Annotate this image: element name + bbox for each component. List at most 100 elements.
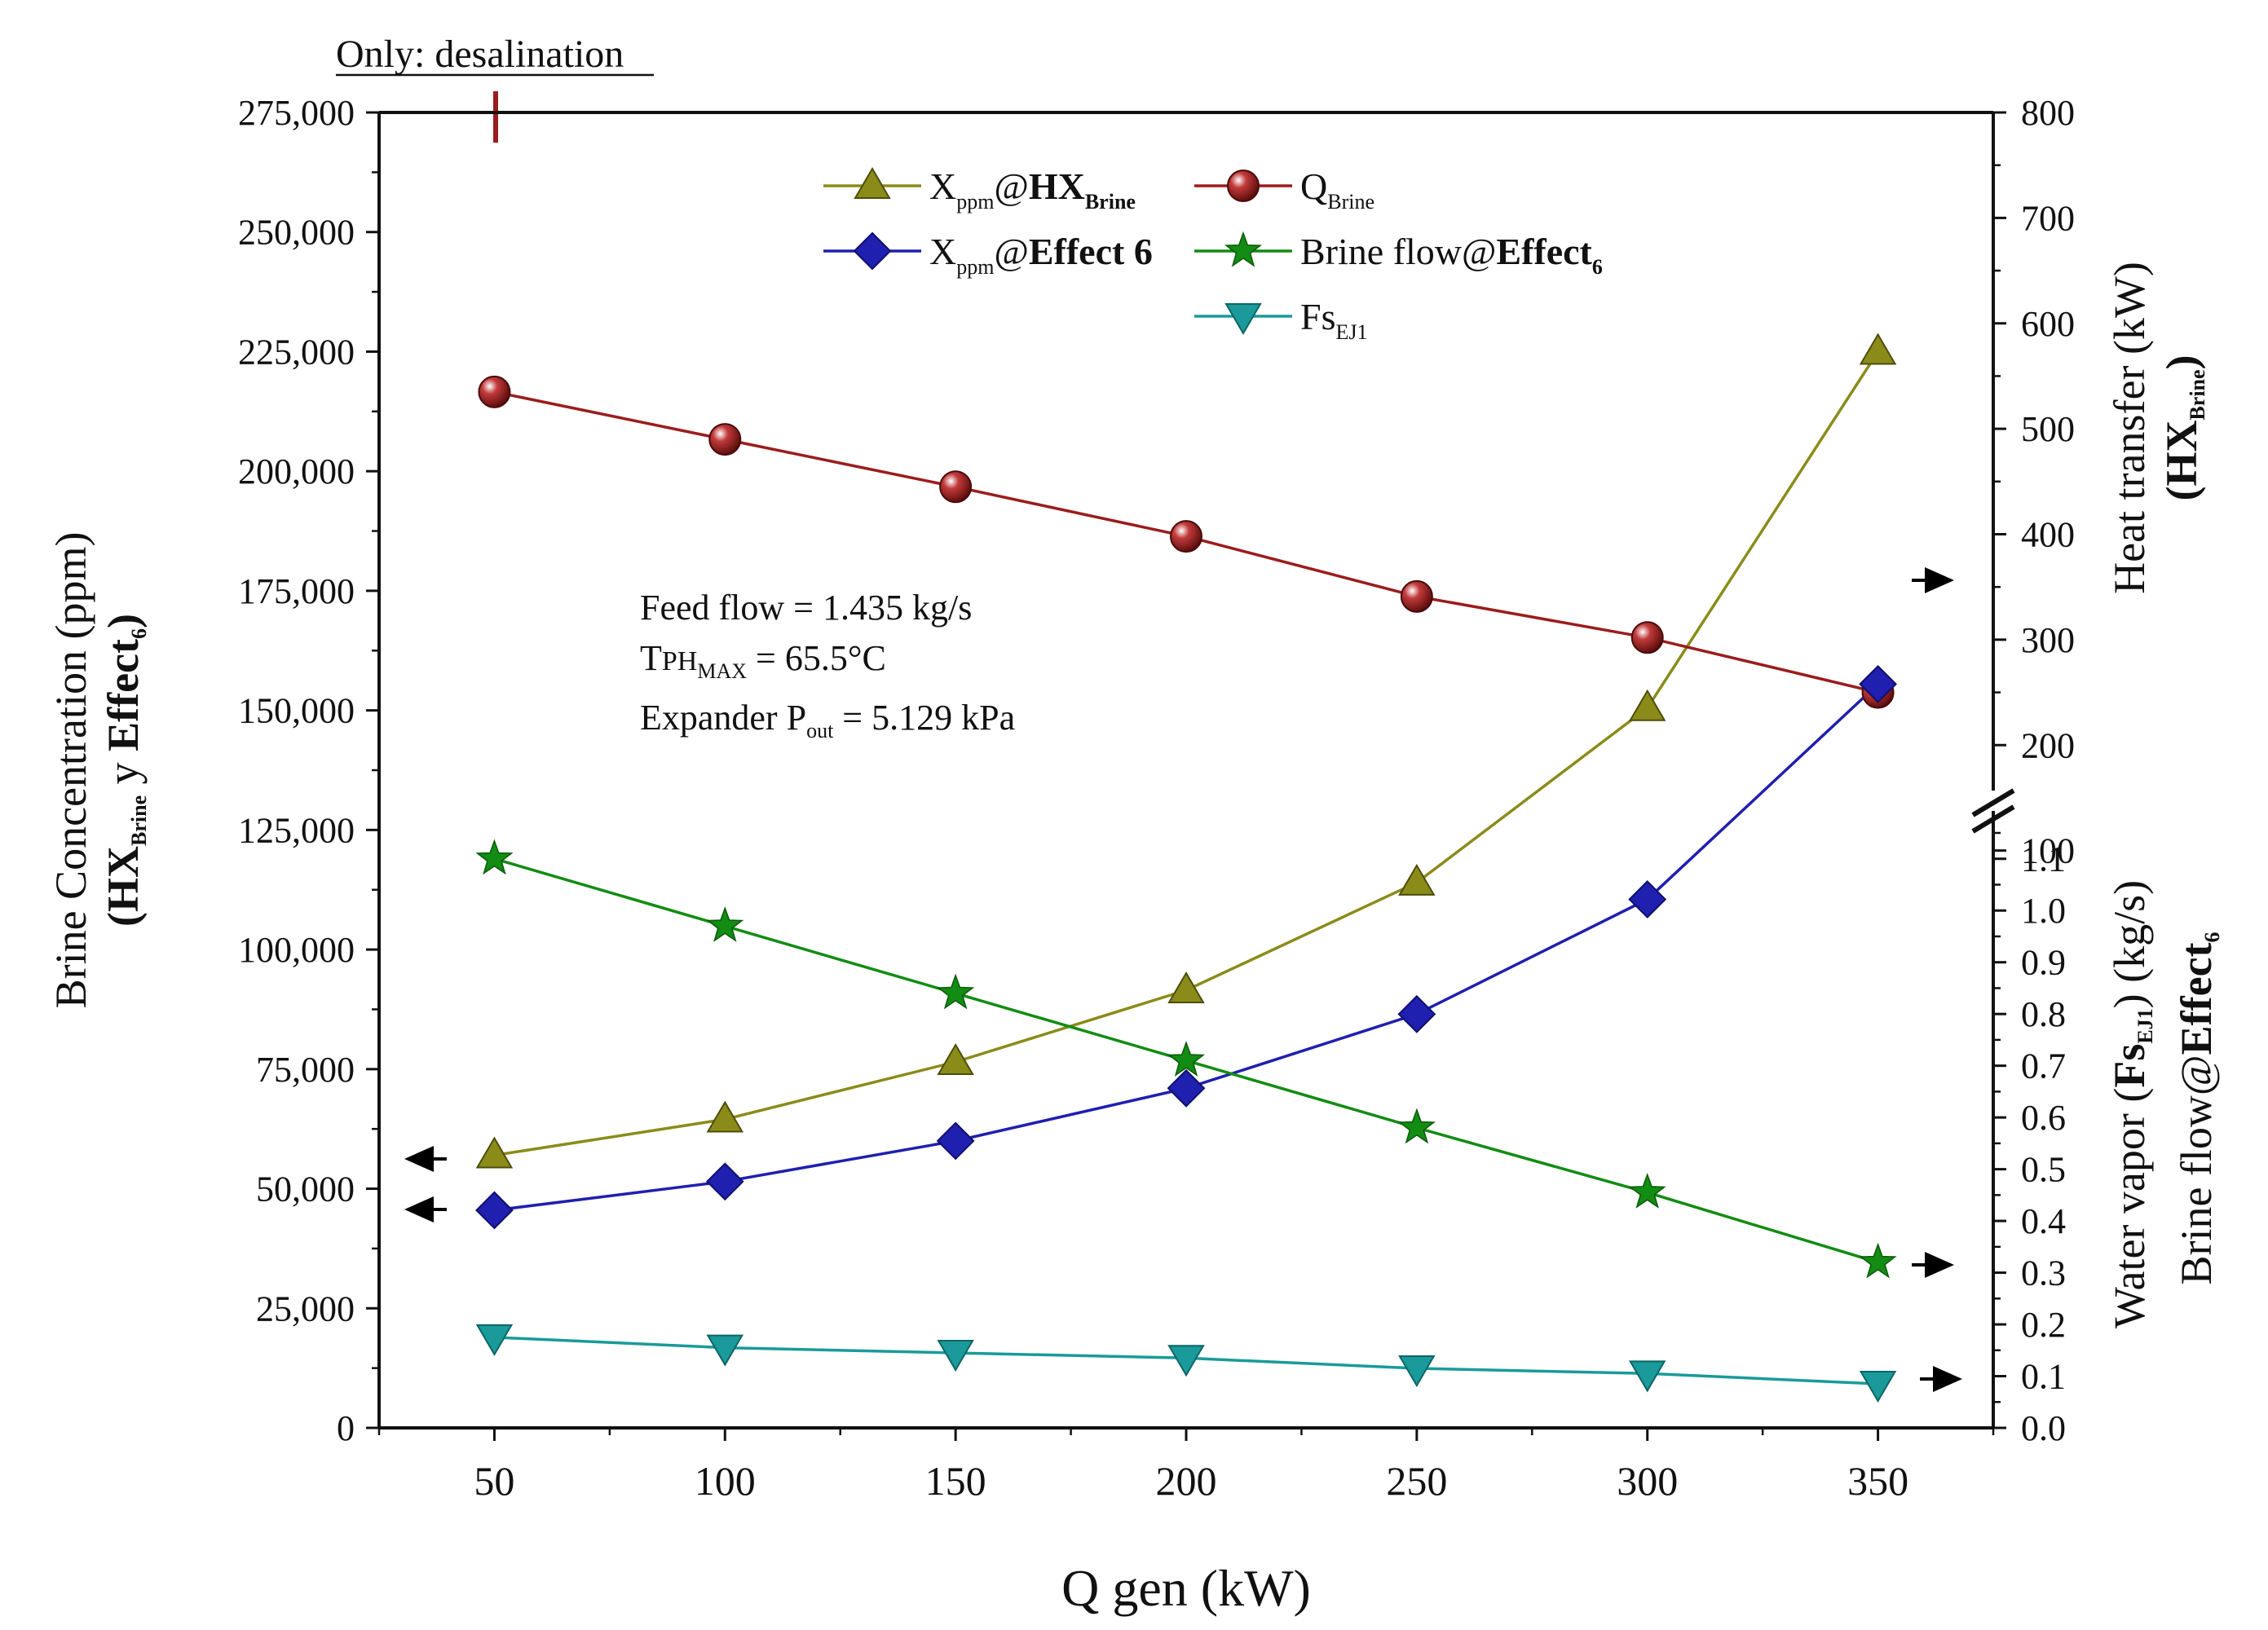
legend-label: Xppm@HXBrine xyxy=(929,165,1136,214)
axis-break-mark-1 xyxy=(1971,788,2015,817)
legend-item-q_brine: QBrine xyxy=(1194,165,1374,214)
point-x_hx xyxy=(937,1043,974,1076)
x-tick-label: 100 xyxy=(695,1458,756,1504)
x-tick-label: 150 xyxy=(925,1458,986,1504)
point-x_hx xyxy=(1398,863,1436,896)
left-tick-label: 25,000 xyxy=(256,1289,355,1328)
top-annotation-text: Only: desalination xyxy=(336,33,624,76)
point-brine_flow xyxy=(937,973,975,1010)
top-annotation: Only: desalination xyxy=(336,33,654,143)
axis-arrows xyxy=(404,567,1962,1392)
point-x_eff6 xyxy=(1628,880,1667,919)
annotation-expander-pout: Expander Pout = 5.129 kPa xyxy=(640,698,1015,742)
right-upper-tick-label: 200 xyxy=(2021,725,2075,765)
left-tick-label: 125,000 xyxy=(238,810,355,850)
legend-item-x_hx: Xppm@HXBrine xyxy=(823,165,1136,214)
x-tick-label: 250 xyxy=(1386,1458,1447,1504)
right-upper-axis-title-line2: (HXBrine) xyxy=(2157,355,2209,500)
point-x_eff6 xyxy=(1397,994,1436,1033)
point-fs_ej1 xyxy=(475,1324,514,1356)
markers-layer xyxy=(475,333,1897,1403)
series-line-x_hx xyxy=(494,350,1880,1157)
left-tick-label: 0 xyxy=(337,1408,355,1448)
right-lower-tick-label: 0.2 xyxy=(2021,1305,2066,1345)
lines-layer xyxy=(493,350,1880,1386)
right-upper-tick-label: 400 xyxy=(2021,515,2075,555)
right-lower-axis-title-b: Brine flow@Effect6 xyxy=(2172,932,2224,1284)
point-brine_flow xyxy=(1397,1108,1436,1144)
legend-marker xyxy=(854,167,891,199)
point-q_brine xyxy=(1400,579,1433,613)
legend-marker xyxy=(1224,231,1262,267)
legend-label: QBrine xyxy=(1300,165,1374,214)
point-q_brine xyxy=(1630,621,1664,654)
left-tick-label: 50,000 xyxy=(256,1170,355,1209)
legend-label: FsEJ1 xyxy=(1300,296,1367,344)
x-tick-label: 200 xyxy=(1156,1458,1217,1504)
x-tick-label: 50 xyxy=(474,1458,514,1504)
left-tick-label: 250,000 xyxy=(238,213,355,253)
point-x_hx xyxy=(1167,971,1205,1003)
legend-marker xyxy=(1227,170,1260,202)
annotation-feed-flow: Feed flow = 1.435 kg/s xyxy=(640,588,972,628)
right-lower-tick-label: 0.8 xyxy=(2021,994,2066,1034)
right-lower-tick-label: 0.1 xyxy=(2021,1357,2066,1397)
right-lower-tick-label: 1.1 xyxy=(2021,839,2066,879)
right-upper-axis-title-line1: Heat transfer (kW) xyxy=(2105,262,2154,594)
right-upper-axis-title: Heat transfer (kW) (HXBrine) xyxy=(2105,262,2209,594)
annotation-tph-max: TPHMAX = 65.5°C xyxy=(640,638,886,683)
x-axis-title: Q gen (kW) xyxy=(1061,1559,1311,1617)
right-upper-tick-label: 300 xyxy=(2021,620,2075,660)
point-fs_ej1 xyxy=(937,1339,974,1372)
point-x_eff6 xyxy=(1167,1068,1206,1108)
x-tick-label: 300 xyxy=(1617,1458,1678,1504)
point-fs_ej1 xyxy=(706,1334,744,1367)
point-brine_flow xyxy=(475,839,514,875)
left-tick-label: 75,000 xyxy=(256,1050,355,1090)
right-lower-axis-title-b-text: Brine flow@Effect6 xyxy=(2172,932,2224,1284)
axis-break-mark-2 xyxy=(1971,804,2015,834)
right-upper-tick-label: 700 xyxy=(2021,198,2075,238)
point-x_hx xyxy=(1859,333,1897,365)
left-tick-label: 150,000 xyxy=(238,691,355,731)
conditions-annotation: Feed flow = 1.435 kg/s TPHMAX = 65.5°C E… xyxy=(640,588,1015,742)
left-tick-label: 200,000 xyxy=(238,452,355,491)
legend-marker xyxy=(853,231,892,271)
point-x_eff6 xyxy=(475,1191,514,1230)
point-brine_flow xyxy=(1859,1242,1897,1279)
point-fs_ej1 xyxy=(1859,1371,1897,1403)
right-lower-tick-label: 0.9 xyxy=(2021,943,2066,983)
legend-item-x_eff6: Xppm@Effect 6 xyxy=(823,231,1153,279)
legend-label: Xppm@Effect 6 xyxy=(929,231,1153,279)
point-fs_ej1 xyxy=(1398,1355,1436,1387)
point-x_hx xyxy=(475,1136,514,1169)
left-tick-label: 175,000 xyxy=(238,571,355,611)
point-x_hx xyxy=(1628,689,1666,721)
series-line-x_eff6 xyxy=(494,683,1879,1212)
legend-item-brine_flow: Brine flow@Effect6 xyxy=(1194,231,1603,279)
right-lower-axis-title-a-text: Water vapor (FsEJ1) (kg/s) xyxy=(2105,880,2157,1328)
point-x_hx xyxy=(706,1100,744,1133)
left-tick-label: 275,000 xyxy=(238,93,355,133)
ticks-layer: 0 25,000 50,000 75,000 100,000 125,000 150,000… xyxy=(238,93,2075,1504)
point-fs_ej1 xyxy=(1628,1360,1666,1393)
right-lower-axis-title-a: Water vapor (FsEJ1) (kg/s) xyxy=(2105,880,2157,1328)
point-x_eff6 xyxy=(705,1162,744,1201)
point-q_brine xyxy=(708,423,742,456)
point-q_brine xyxy=(478,375,511,408)
right-upper-tick-label: 600 xyxy=(2021,304,2075,344)
legend: Xppm@HXBrine QBrine Xppm@Effect 6 Brine flo… xyxy=(823,165,1603,344)
legend-item-fs_ej1: FsEJ1 xyxy=(1194,296,1367,344)
right-lower-tick-label: 0.7 xyxy=(2021,1046,2066,1086)
right-lower-tick-label: 0.5 xyxy=(2021,1150,2066,1190)
point-q_brine xyxy=(1170,520,1202,553)
right-lower-tick-label: 0.4 xyxy=(2021,1201,2066,1241)
right-lower-tick-label: 0.6 xyxy=(2021,1098,2066,1138)
right-upper-tick-label: 500 xyxy=(2021,409,2075,449)
right-lower-tick-label: 1.0 xyxy=(2021,891,2066,931)
point-brine_flow xyxy=(706,906,744,942)
point-brine_flow xyxy=(1167,1041,1205,1077)
left-axis-title-line1: Brine Concentration (ppm) xyxy=(46,532,95,1009)
legend-marker xyxy=(1224,303,1262,335)
